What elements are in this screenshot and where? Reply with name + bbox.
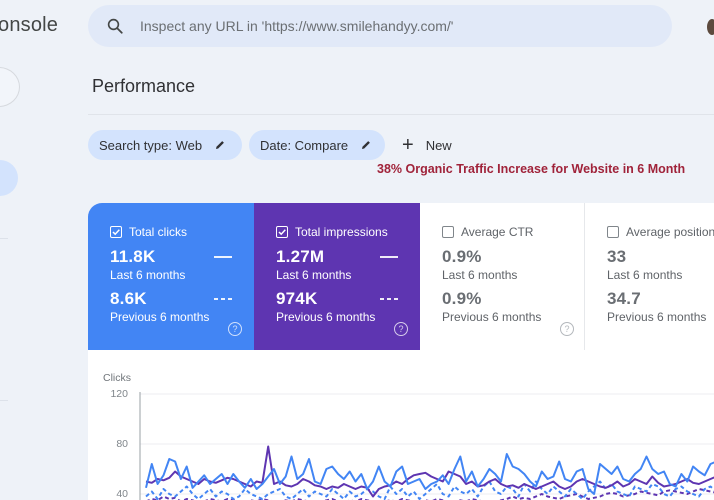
line-chart [139, 392, 714, 500]
solid-line-legend-icon [380, 256, 398, 258]
header-divider [88, 114, 714, 115]
plus-icon: + [402, 134, 414, 156]
new-filter-button[interactable]: + New [402, 132, 452, 158]
search-type-filter-chip[interactable]: Search type: Web [88, 130, 242, 160]
search-input[interactable] [140, 18, 640, 34]
chart-series-line [145, 480, 714, 500]
metric-current-value: 0.9% [442, 247, 482, 266]
metric-current-period: Last 6 months [276, 268, 352, 282]
metric-previous-value: 974K [276, 289, 318, 308]
chart-series-line [145, 453, 714, 495]
solid-line-legend-icon [214, 256, 232, 258]
checkbox-unchecked-icon[interactable] [442, 226, 454, 238]
metric-card-average-position[interactable]: Average position 33 Last 6 months 34.7 P… [585, 203, 714, 350]
sidebar-divider [0, 238, 8, 239]
pencil-icon [362, 141, 371, 149]
date-filter-chip[interactable]: Date: Compare [249, 130, 385, 160]
metric-label: Total impressions [295, 225, 388, 239]
y-tick: 120 [110, 388, 128, 400]
chart-y-axis-label: Clicks [103, 372, 131, 384]
checkbox-unchecked-icon[interactable] [607, 226, 619, 238]
metric-previous-period: Previous 6 months [110, 310, 210, 324]
checkbox-checked-icon[interactable] [110, 226, 122, 238]
help-icon[interactable]: ? [394, 322, 408, 336]
metric-previous-period: Previous 6 months [607, 310, 707, 324]
checkbox-checked-icon[interactable] [276, 226, 288, 238]
performance-chart[interactable]: Clicks 120 80 40 [88, 350, 714, 500]
account-avatar[interactable] [707, 19, 714, 35]
traffic-annotation: 38% Organic Traffic Increase for Website… [377, 162, 686, 176]
page-title: Performance [92, 76, 196, 96]
metric-current-value: 1.27M [276, 247, 325, 266]
property-selector[interactable] [0, 67, 20, 107]
metric-current-value: 11.8K [110, 247, 156, 266]
chip-label: Date: Compare [260, 137, 349, 153]
dashed-line-legend-icon [214, 298, 232, 300]
chip-label: Search type: Web [99, 137, 203, 153]
y-tick: 80 [116, 438, 128, 450]
metric-current-period: Last 6 months [110, 268, 186, 282]
metric-previous-value: 0.9% [442, 289, 482, 308]
search-icon [107, 18, 123, 34]
metric-current-period: Last 6 months [607, 268, 683, 282]
metric-cards: Total clicks 11.8K Last 6 months 8.6K Pr… [88, 203, 714, 350]
new-filter-label: New [425, 137, 452, 153]
sidebar-item-active[interactable] [0, 160, 18, 196]
metric-label: Average CTR [461, 225, 534, 239]
metric-current-value: 33 [607, 247, 627, 266]
url-inspection-search[interactable] [88, 5, 672, 47]
app-title: onsole [0, 14, 59, 36]
metric-previous-period: Previous 6 months [442, 310, 542, 324]
dashed-line-legend-icon [380, 298, 398, 300]
metric-previous-period: Previous 6 months [276, 310, 376, 324]
metric-label: Total clicks [129, 225, 188, 239]
metric-card-average-ctr[interactable]: Average CTR 0.9% Last 6 months 0.9% Prev… [420, 203, 585, 350]
sidebar-divider [0, 400, 8, 401]
metric-previous-value: 34.7 [607, 289, 641, 308]
help-icon[interactable]: ? [228, 322, 242, 336]
metric-card-total-impressions[interactable]: Total impressions 1.27M Last 6 months 97… [254, 203, 420, 350]
chart-series-line [145, 445, 714, 498]
pencil-icon [216, 141, 224, 149]
help-icon[interactable]: ? [560, 322, 574, 336]
metric-label: Average position [626, 225, 714, 239]
metric-card-total-clicks[interactable]: Total clicks 11.8K Last 6 months 8.6K Pr… [88, 203, 254, 350]
y-tick: 40 [116, 488, 128, 500]
metric-current-period: Last 6 months [442, 268, 518, 282]
metric-previous-value: 8.6K [110, 289, 147, 308]
